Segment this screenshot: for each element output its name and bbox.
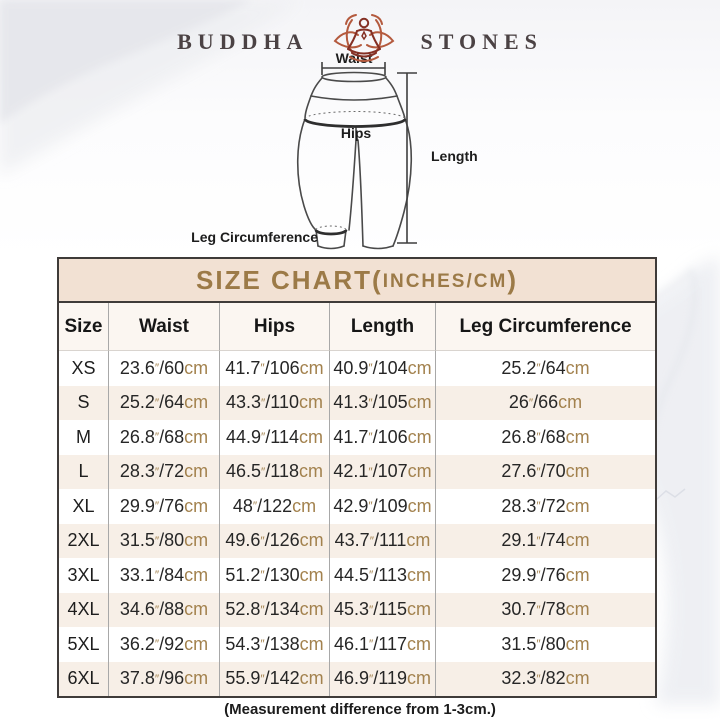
waist-cell: 33.1 ″/84 cm	[109, 558, 220, 593]
length-cell: 46.1 ″/117 cm	[330, 627, 436, 662]
length-cell: 42.1 ″/107 cm	[330, 454, 436, 489]
pants-measurement-diagram: Waist Hips Length Leg Circumference	[191, 50, 478, 250]
table-row: S 25.2 ″/64 cm 43.3 ″/110 cm 41.3 ″/105 cm 26 ″…	[59, 385, 655, 420]
size-chart-table: SIZE CHART(INCHES/CM) Size Waist Hips Le…	[57, 257, 657, 698]
length-cell: 46.9 ″/119 cm	[330, 661, 436, 696]
title-close: )	[507, 264, 518, 295]
length-cell: 44.5 ″/113 cm	[330, 558, 436, 593]
header-waist: Waist	[109, 303, 220, 351]
hips-cell: 48 ″/122 cm	[220, 489, 330, 524]
length-cell: 45.3 ″/115 cm	[330, 592, 436, 627]
leg-cell: 30.7 ″/78 cm	[501, 599, 590, 620]
length-cell: 41.7 ″/106 cm	[330, 420, 436, 455]
size-cell: 4XL	[59, 592, 109, 627]
waist-measure-line	[321, 62, 386, 75]
table-row: XS 23.6 ″/60 cm 41.7 ″/106 cm 40.9 ″/104 cm 25…	[59, 351, 655, 386]
brand-word-right: STONES	[420, 29, 543, 54]
size-chart-title: SIZE CHART(INCHES/CM)	[59, 259, 655, 303]
title-main: SIZE CHART(	[196, 264, 383, 295]
length-cell: 40.9 ″/104 cm	[330, 351, 436, 386]
leg-cell: 32.3 ″/82 cm	[501, 668, 590, 689]
table-row: 6XL 37.8 ″/96 cm 55.9 ″/142 cm 46.9 ″/119 cm 3…	[59, 661, 655, 696]
hips-cell: 51.2 ″/130 cm	[220, 558, 330, 593]
waist-cell: 29.9 ″/76 cm	[109, 489, 220, 524]
size-cell: 5XL	[59, 627, 109, 662]
hips-cell: 43.3 ″/110 cm	[220, 385, 330, 420]
waist-cell: 34.6 ″/88 cm	[109, 592, 220, 627]
length-measure-line	[397, 72, 417, 244]
brand-header: BUDDHA STONES	[0, 14, 720, 70]
hips-cell: 46.5 ″/118 cm	[220, 454, 330, 489]
hips-measure-ellipse	[303, 111, 407, 128]
leg-cell: 26 ″/66 cm	[508, 392, 583, 413]
hips-cell: 54.3 ″/138 cm	[220, 627, 330, 662]
size-cell: XL	[59, 489, 109, 524]
size-cell: 6XL	[59, 661, 109, 696]
leg-cell: 31.5 ″/80 cm	[501, 633, 590, 654]
hips-cell: 52.8 ″/134 cm	[220, 592, 330, 627]
waist-cell: 28.3 ″/72 cm	[109, 454, 220, 489]
hips-label: Hips	[341, 125, 372, 141]
size-cell: L	[59, 454, 109, 489]
measurement-note: (Measurement difference from 1-3cm.)	[224, 701, 496, 718]
length-cell: 41.3 ″/105 cm	[330, 385, 436, 420]
header-leg-circumference: Leg Circumference	[436, 303, 655, 351]
brand-word-left: BUDDHA	[177, 29, 309, 54]
table-header-row: Size Waist Hips Length Leg Circumference	[59, 303, 655, 351]
header-size: Size	[59, 303, 109, 351]
table-row: 3XL 33.1 ″/84 cm 51.2 ″/130 cm 44.5 ″/113 cm 2…	[59, 558, 655, 593]
size-cell: M	[59, 420, 109, 455]
hips-cell: 55.9 ″/142 cm	[220, 661, 330, 696]
table-row: L 28.3 ″/72 cm 46.5 ″/118 cm 42.1 ″/107 cm 27.…	[59, 454, 655, 489]
length-label: Length	[431, 148, 478, 164]
table-row: 5XL 36.2 ″/92 cm 54.3 ″/138 cm 46.1 ″/117 cm 3…	[59, 627, 655, 662]
length-cell: 43.7 ″/111 cm	[330, 523, 436, 558]
lotus-meditation-logo-icon	[334, 14, 395, 62]
hips-cell: 41.7 ″/106 cm	[220, 351, 330, 386]
waist-cell: 36.2 ″/92 cm	[109, 627, 220, 662]
table-row: M 26.8 ″/68 cm 44.9 ″/114 cm 41.7 ″/106 cm 26.…	[59, 420, 655, 455]
size-cell: S	[59, 385, 109, 420]
leg-cell: 26.8 ″/68 cm	[501, 426, 590, 447]
title-units: INCHES/CM	[382, 270, 508, 292]
leg-cell: 27.6 ″/70 cm	[501, 461, 590, 482]
size-cell: 2XL	[59, 523, 109, 558]
header-length: Length	[330, 303, 436, 351]
length-cell: 42.9 ″/109 cm	[330, 489, 436, 524]
header-hips: Hips	[220, 303, 330, 351]
size-cell: XS	[59, 351, 109, 386]
leg-cell: 25.2 ″/64 cm	[501, 357, 590, 378]
waist-cell: 37.8 ″/96 cm	[109, 661, 220, 696]
pants-outline	[296, 71, 413, 250]
leg-cell: 29.9 ″/76 cm	[501, 564, 590, 585]
leg-cell: 28.3 ″/72 cm	[501, 495, 590, 516]
table-row: 2XL 31.5 ″/80 cm 49.6 ″/126 cm 43.7 ″/111 cm 2…	[59, 523, 655, 558]
waist-cell: 31.5 ″/80 cm	[109, 523, 220, 558]
leg-cell: 29.1 ″/74 cm	[501, 530, 590, 551]
hips-cell: 44.9 ″/114 cm	[220, 420, 330, 455]
waist-cell: 26.8 ″/68 cm	[109, 420, 220, 455]
leg-circumference-label: Leg Circumference	[191, 229, 318, 245]
table-row: XL 29.9 ″/76 cm 48 ″/122 cm 42.9 ″/109 cm 28.3…	[59, 489, 655, 524]
hips-cell: 49.6 ″/126 cm	[220, 523, 330, 558]
table-row: 4XL 34.6 ″/88 cm 52.8 ″/134 cm 45.3 ″/115 cm 3…	[59, 592, 655, 627]
waist-cell: 25.2 ″/64 cm	[109, 385, 220, 420]
size-cell: 3XL	[59, 558, 109, 593]
leg-circumference-ellipse	[314, 225, 348, 236]
waist-cell: 23.6 ″/60 cm	[109, 351, 220, 386]
